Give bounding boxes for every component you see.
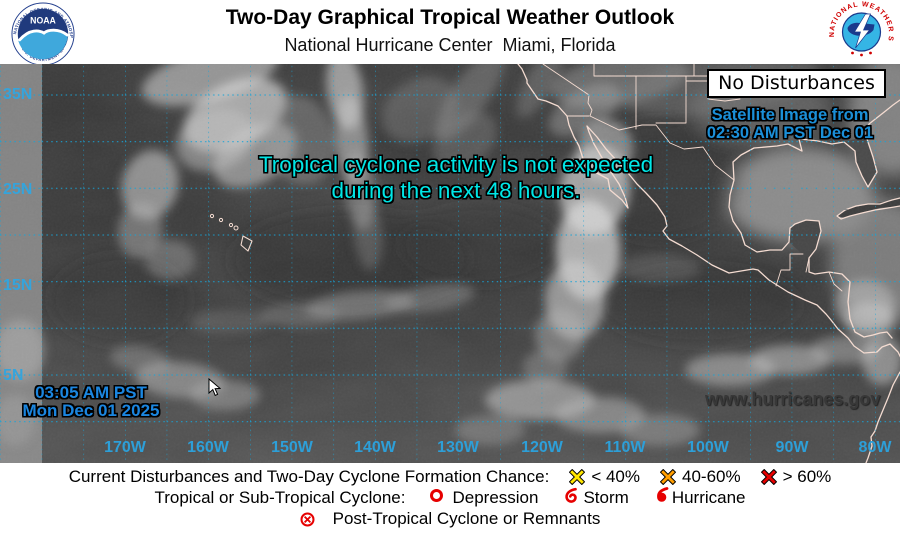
depression-label: Depression xyxy=(452,488,539,507)
page-title: Two-Day Graphical Tropical Weather Outlo… xyxy=(225,6,675,29)
nws-logo: NATIONAL WEATHER SERVICE xyxy=(828,1,893,61)
satellite-caption-line2: 02:30 AM PST Dec 01 xyxy=(706,123,874,142)
post-tropical-icon xyxy=(300,512,315,527)
satellite-caption-line1: Satellite Image from xyxy=(711,106,869,124)
legend: Current Disturbances and Two-Day Cyclone… xyxy=(0,463,900,533)
lat-label-15n: 15N xyxy=(3,277,33,294)
low-chance-x-icon xyxy=(569,469,586,485)
outlook-message: Tropical cyclone activity is not expecte… xyxy=(206,152,706,203)
lon-label-120w: 120W xyxy=(521,439,563,456)
lon-label-160w: 160W xyxy=(187,439,229,456)
mouse-cursor-icon xyxy=(208,378,221,397)
lon-label-140w: 140W xyxy=(354,439,396,456)
satellite-map[interactable]: 35N 25N 15N 5N 170W 160W 150W 140W 130W … xyxy=(0,64,900,463)
outlook-message-line2: during the next 48 hours. xyxy=(331,177,581,203)
lon-label-150w: 150W xyxy=(271,439,313,456)
lon-label-100w: 100W xyxy=(687,439,729,456)
high-chance-x-icon xyxy=(760,469,777,485)
storm-label: Storm xyxy=(583,488,629,507)
medium-chance-label: 40-60% xyxy=(682,467,741,486)
hurricane-item: Hurricane xyxy=(653,487,746,509)
lat-lon-grid xyxy=(0,64,900,463)
lon-label-170w: 170W xyxy=(104,439,146,456)
post-tropical-label: Post-Tropical Cyclone or Remnants xyxy=(332,509,601,528)
atlantic-outlook-line2[interactable]: OUTLOOK xyxy=(752,192,848,212)
high-chance-item: > 60% xyxy=(760,467,832,487)
hurricane-label: Hurricane xyxy=(671,488,746,507)
website-watermark: www.hurricanes.gov xyxy=(705,389,881,409)
high-chance-label: > 60% xyxy=(782,467,832,486)
low-chance-item: < 40% xyxy=(569,467,640,487)
formation-chance-label: Current Disturbances and Two-Day Cyclone… xyxy=(68,467,550,486)
low-chance-label: < 40% xyxy=(591,467,640,486)
depression-icon xyxy=(429,488,444,508)
lon-label-90w: 90W xyxy=(775,439,809,456)
header: NATIONAL OCEANIC AND ATMOSPHERIC ADMINIS… xyxy=(0,0,900,66)
cyclone-type-label: Tropical or Sub-Tropical Cyclone: xyxy=(154,488,406,507)
storm-item: Storm xyxy=(562,487,629,509)
storm-icon xyxy=(562,487,579,509)
satellite-caption: Satellite Image from 02:30 AM PST Dec 01 xyxy=(700,106,880,142)
atlantic-outlook-link[interactable]: ATLANTIC OUTLOOK xyxy=(749,177,851,212)
page-subtitle: National Hurricane Center Miami, Florida xyxy=(284,35,616,55)
lon-label-80w: 80W xyxy=(858,439,892,456)
medium-chance-x-icon xyxy=(660,469,676,485)
lon-label-130w: 130W xyxy=(437,439,479,456)
lat-label-25n: 25N xyxy=(3,181,33,198)
noaa-logo: NATIONAL OCEANIC AND ATMOSPHERIC ADMINIS… xyxy=(8,2,75,66)
satellite-image xyxy=(0,64,900,463)
issuance-timestamp: 03:05 AM PST Mon Dec 01 2025 xyxy=(16,384,166,419)
legend-row-formation-chance: Current Disturbances and Two-Day Cyclone… xyxy=(0,467,900,487)
outlook-message-line1: Tropical cyclone activity is not expecte… xyxy=(258,152,654,177)
hurricane-icon xyxy=(653,487,670,509)
lon-label-110w: 110W xyxy=(604,439,646,456)
depression-item: Depression xyxy=(429,488,538,508)
status-badge: No Disturbances xyxy=(707,69,886,98)
legend-row-post-tropical: Post-Tropical Cyclone or Remnants xyxy=(0,509,900,529)
issuance-time: 03:05 AM PST xyxy=(35,383,147,402)
medium-chance-item: 40-60% xyxy=(660,467,741,487)
lat-label-5n: 5N xyxy=(3,367,24,384)
noaa-logo-text: NOAA xyxy=(30,15,56,25)
issuance-date: Mon Dec 01 2025 xyxy=(22,400,160,420)
atlantic-outlook-line1[interactable]: ATLANTIC xyxy=(752,177,848,196)
lat-label-35n: 35N xyxy=(3,86,33,103)
legend-row-cyclone-types: Tropical or Sub-Tropical Cyclone: Depres… xyxy=(0,487,900,509)
